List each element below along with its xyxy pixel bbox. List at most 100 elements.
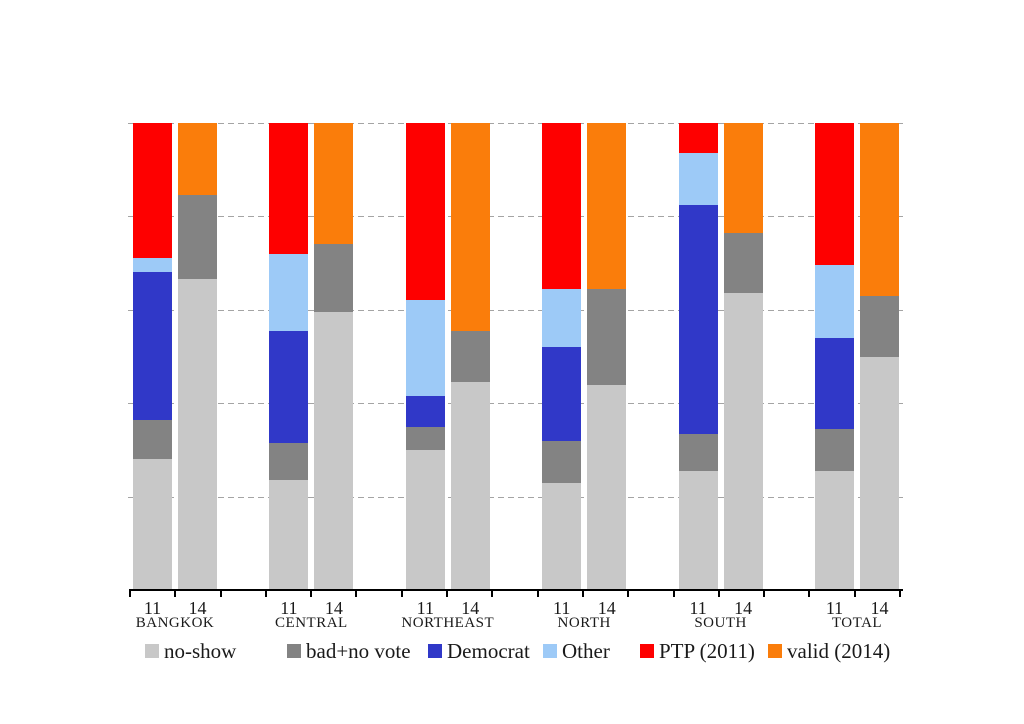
segment-democrat bbox=[542, 347, 582, 441]
segment-no-show bbox=[542, 482, 582, 590]
x-tick-label-central-14: 14 bbox=[324, 598, 343, 618]
bar-south-14 bbox=[723, 123, 763, 590]
segment-bad-no-vote bbox=[723, 232, 763, 294]
legend-item-democrat: Democrat bbox=[428, 640, 530, 662]
legend-label-no-show: no-show bbox=[164, 638, 237, 663]
segment-other bbox=[815, 265, 854, 338]
x-axis-tick bbox=[491, 591, 494, 597]
x-tick-label-northeast-14: 14 bbox=[461, 598, 480, 618]
gridline-60-percent bbox=[128, 309, 903, 311]
segment-no-show bbox=[723, 293, 763, 590]
x-group-label-bangkok: BANGKOK bbox=[135, 615, 215, 631]
segment-bad-no-vote bbox=[860, 295, 899, 357]
legend-swatch-valid-2014 bbox=[768, 644, 782, 658]
x-group-label-central: CENTRAL bbox=[275, 615, 348, 631]
x-tick-label-total-14: 14 bbox=[870, 598, 889, 618]
segment-ptp-2011 bbox=[269, 123, 309, 254]
x-tick-label-total-11: 11 bbox=[825, 598, 844, 618]
segment-no-show bbox=[405, 449, 445, 590]
bar-central-11 bbox=[269, 123, 309, 590]
segment-valid-2014 bbox=[314, 123, 354, 245]
segment-bad-no-vote bbox=[133, 419, 172, 460]
x-tick-label-south-11: 11 bbox=[689, 598, 707, 618]
segment-bad-no-vote bbox=[314, 244, 354, 313]
bar-northeast-11 bbox=[405, 123, 445, 590]
segment-democrat bbox=[269, 330, 309, 443]
segment-no-show bbox=[269, 480, 309, 590]
segment-no-show bbox=[314, 312, 354, 590]
segment-bad-no-vote bbox=[678, 433, 718, 471]
x-axis-tick bbox=[536, 591, 539, 597]
x-axis-tick bbox=[264, 591, 267, 597]
legend-swatch-no-show bbox=[145, 644, 159, 658]
legend-item-bad-no-vote: bad+no vote bbox=[287, 640, 411, 662]
segment-other bbox=[678, 153, 718, 205]
bar-north-11 bbox=[542, 123, 582, 590]
segment-ptp-2011 bbox=[678, 123, 718, 154]
segment-bad-no-vote bbox=[178, 195, 217, 280]
x-group-label-north: NORTH bbox=[557, 615, 611, 631]
x-axis-tick bbox=[310, 591, 313, 597]
x-axis-tick bbox=[219, 591, 222, 597]
x-tick-label-bangkok-14: 14 bbox=[188, 598, 207, 618]
segment-valid-2014 bbox=[178, 123, 217, 196]
segment-democrat bbox=[133, 272, 172, 420]
x-tick-label-south-14: 14 bbox=[734, 598, 753, 618]
segment-other bbox=[269, 253, 309, 331]
segment-ptp-2011 bbox=[133, 123, 172, 259]
plot-area bbox=[128, 123, 903, 590]
gridline-20-percent bbox=[128, 496, 903, 498]
segment-bad-no-vote bbox=[587, 288, 627, 385]
segment-bad-no-vote bbox=[815, 428, 854, 471]
segment-valid-2014 bbox=[860, 123, 899, 296]
x-tick-label-north-14: 14 bbox=[597, 598, 616, 618]
x-group-label-total: TOTAL bbox=[831, 615, 883, 631]
x-axis-tick bbox=[899, 591, 901, 597]
segment-other bbox=[405, 300, 445, 397]
x-tick-label-central-11: 11 bbox=[280, 598, 298, 618]
bar-central-14 bbox=[314, 123, 354, 590]
segment-valid-2014 bbox=[450, 123, 490, 331]
x-axis-tick bbox=[627, 591, 630, 597]
gridline-100-percent bbox=[128, 123, 903, 124]
segment-bad-no-vote bbox=[542, 440, 582, 483]
x-axis-tick bbox=[808, 591, 811, 597]
segment-no-show bbox=[678, 470, 718, 590]
bar-north-14 bbox=[587, 123, 627, 590]
x-axis-tick bbox=[355, 591, 358, 597]
legend-swatch-bad-no-vote bbox=[287, 644, 301, 658]
legend-item-ptp-2011: PTP (2011) bbox=[640, 640, 755, 662]
x-axis-tick bbox=[763, 591, 766, 597]
x-axis-tick bbox=[717, 591, 720, 597]
legend-swatch-ptp-2011 bbox=[640, 644, 654, 658]
x-axis-tick bbox=[400, 591, 403, 597]
legend-swatch-other bbox=[543, 644, 557, 658]
segment-ptp-2011 bbox=[542, 123, 582, 289]
x-axis-tick bbox=[446, 591, 449, 597]
segment-no-show bbox=[450, 382, 490, 590]
bar-total-11 bbox=[815, 123, 854, 590]
x-group-label-south: SOUTH bbox=[694, 615, 747, 631]
bar-total-14 bbox=[860, 123, 899, 590]
x-axis-tick bbox=[581, 591, 584, 597]
x-tick-label-north-11: 11 bbox=[553, 598, 571, 618]
segment-ptp-2011 bbox=[405, 123, 445, 301]
x-group-label-northeast: NORTHEAST bbox=[401, 615, 495, 631]
segment-no-show bbox=[178, 279, 217, 590]
segment-valid-2014 bbox=[723, 123, 763, 233]
x-tick-label-bangkok-11: 11 bbox=[143, 598, 162, 618]
segment-bad-no-vote bbox=[269, 442, 309, 481]
segment-bad-no-vote bbox=[450, 330, 490, 383]
segment-no-show bbox=[860, 356, 899, 590]
gridline-40-percent bbox=[128, 403, 903, 405]
bar-northeast-14 bbox=[450, 123, 490, 590]
segment-no-show bbox=[815, 470, 854, 590]
segment-other bbox=[133, 258, 172, 273]
gridline-80-percent bbox=[128, 216, 903, 218]
bar-bangkok-14 bbox=[178, 123, 217, 590]
x-tick-label-northeast-11: 11 bbox=[416, 598, 434, 618]
legend-swatch-democrat bbox=[428, 644, 442, 658]
legend-item-no-show: no-show bbox=[145, 640, 236, 662]
legend-item-other: Other bbox=[543, 640, 610, 662]
